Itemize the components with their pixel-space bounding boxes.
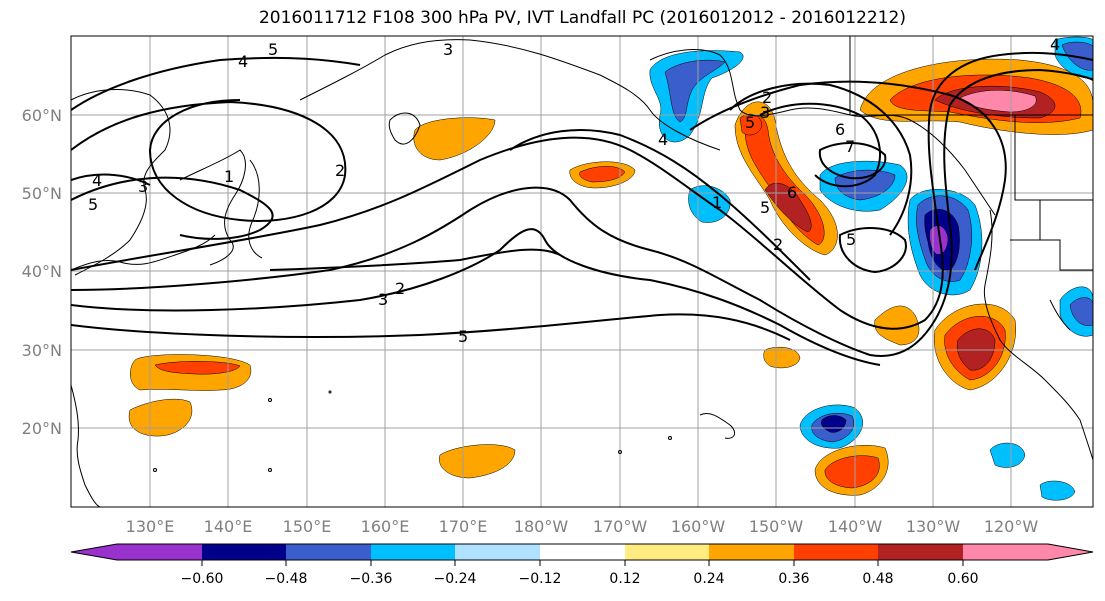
lon-tick-label: 180°W bbox=[514, 517, 569, 536]
map-title: 2016011712 F108 300 hPa PV, IVT Landfall… bbox=[258, 8, 906, 28]
contour-label: 3 bbox=[443, 40, 453, 59]
pv-contour-labels: 5 3 4 2 1 4 3 5 3 2 5 4 1 5 2 2 6 7 5 6 … bbox=[88, 35, 1060, 346]
colorbar-tick-label: −0.12 bbox=[519, 571, 562, 587]
colorbar-tick-label: 0.48 bbox=[862, 571, 893, 587]
map-content bbox=[71, 36, 1093, 507]
colorbar-segment bbox=[371, 544, 455, 560]
contour-label: 4 bbox=[238, 52, 248, 71]
lon-tick-label: 170°W bbox=[593, 517, 648, 536]
colorbar-tick-label: −0.60 bbox=[181, 571, 224, 587]
lat-tick-label: 50°N bbox=[22, 184, 62, 203]
contour-label: 6 bbox=[835, 120, 845, 139]
lon-tick-label: 140°E bbox=[204, 517, 253, 536]
contour-label: 2 bbox=[335, 161, 345, 180]
colorbar-tick-label: 0.36 bbox=[778, 571, 809, 587]
contour-label: 2 bbox=[773, 235, 783, 254]
contour-label: 3 bbox=[760, 103, 770, 122]
contour-label: 1 bbox=[712, 193, 722, 212]
pv-contours bbox=[71, 51, 1093, 366]
contour-label: 6 bbox=[787, 183, 797, 202]
lon-tick-label: 170°E bbox=[439, 517, 488, 536]
contour-label: 4 bbox=[92, 171, 102, 190]
contour-label: 5 bbox=[760, 198, 770, 217]
contour-label: 1 bbox=[224, 167, 234, 186]
islands bbox=[153, 390, 672, 472]
contour-label: 3 bbox=[138, 177, 148, 196]
colorbar-segment bbox=[625, 544, 709, 560]
lon-tick-label: 160°E bbox=[361, 517, 410, 536]
colorbar-tick-label: 0.24 bbox=[693, 571, 724, 587]
colorbar-segment bbox=[202, 544, 286, 560]
contour-label: 2 bbox=[395, 279, 405, 298]
colorbar-tick-label: 0.60 bbox=[947, 571, 978, 587]
lon-tick-label: 140°W bbox=[828, 517, 883, 536]
longitude-labels: 130°E 140°E 150°E 160°E 170°E 180°W 170°… bbox=[126, 517, 1039, 536]
graticule bbox=[71, 36, 1093, 507]
map-frame bbox=[70, 35, 1094, 508]
lon-tick-label: 160°W bbox=[671, 517, 726, 536]
colorbar-segment bbox=[540, 544, 625, 560]
contour-label: 5 bbox=[88, 195, 98, 214]
colorbar-tick-label: −0.48 bbox=[265, 571, 308, 587]
contour-label: 5 bbox=[458, 327, 468, 346]
lon-tick-label: 120°W bbox=[984, 517, 1039, 536]
lat-tick-label: 60°N bbox=[22, 106, 62, 125]
lon-tick-label: 150°E bbox=[283, 517, 332, 536]
coastlines bbox=[71, 39, 1093, 507]
colorbar-segment bbox=[794, 544, 878, 560]
lon-tick-label: 130°W bbox=[906, 517, 961, 536]
lat-tick-label: 40°N bbox=[22, 262, 62, 281]
latitude-labels: 60°N 50°N 40°N 30°N 20°N bbox=[22, 106, 62, 438]
contour-label: 5 bbox=[846, 230, 856, 249]
colorbar-tick-label: 0.12 bbox=[609, 571, 640, 587]
colorbar-tick-label: −0.24 bbox=[434, 571, 477, 587]
colorbar-segment bbox=[709, 544, 794, 560]
colorbar-segment bbox=[878, 544, 963, 560]
colorbar: −0.60 −0.48 −0.36 −0.24 −0.12 0.12 0.24 … bbox=[70, 543, 1094, 587]
colorbar-tick-label: −0.36 bbox=[350, 571, 393, 587]
colorbar-segment bbox=[963, 544, 1093, 560]
contour-label: 4 bbox=[1050, 35, 1060, 54]
contour-label: 3 bbox=[378, 290, 388, 309]
filled-anomalies bbox=[128, 36, 1093, 501]
colorbar-segment bbox=[455, 544, 540, 560]
contour-label: 5 bbox=[268, 40, 278, 59]
colorbar-segment bbox=[286, 544, 371, 560]
contour-label: 7 bbox=[845, 137, 855, 156]
lon-tick-label: 150°W bbox=[749, 517, 804, 536]
contour-label: 2 bbox=[762, 88, 772, 107]
lat-tick-label: 20°N bbox=[22, 419, 62, 438]
lon-tick-label: 130°E bbox=[126, 517, 175, 536]
colorbar-segment bbox=[71, 544, 202, 560]
contour-label: 5 bbox=[745, 113, 755, 132]
borders bbox=[849, 36, 1093, 271]
contour-label: 4 bbox=[658, 130, 668, 149]
lat-tick-label: 30°N bbox=[22, 341, 62, 360]
